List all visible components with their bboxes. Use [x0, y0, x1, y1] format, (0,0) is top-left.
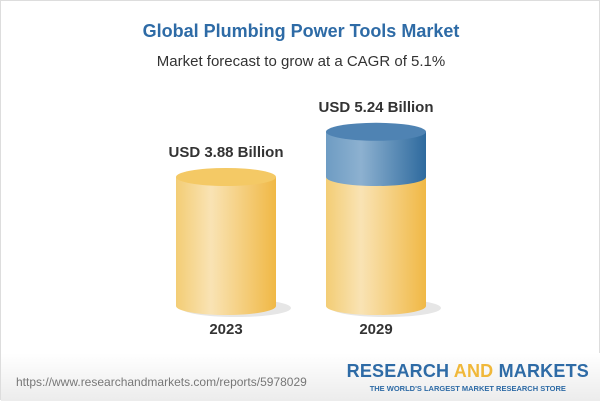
source-url[interactable]: https://www.researchandmarkets.com/repor…: [16, 375, 307, 389]
logo-text-markets: MARKETS: [493, 361, 589, 381]
logo-text: RESEARCH: [346, 361, 454, 381]
data-label: USD 3.88 Billion: [168, 144, 283, 161]
cylinder-top: [176, 168, 276, 186]
cylinder-top: [326, 122, 426, 141]
cylinder-chart: USD 3.88 Billion 2023 USD 5.24 Billion 2029: [168, 99, 441, 338]
research-and-markets-logo: RESEARCH AND MARKETS THE WORLD'S LARGEST…: [347, 361, 589, 393]
chart-title: Global Plumbing Power Tools Market: [142, 21, 460, 41]
footer: https://www.researchandmarkets.com/repor…: [1, 353, 600, 401]
cylinder-base-segment: [326, 177, 426, 315]
chart-subtitle: Market forecast to grow at a CAGR of 5.1…: [156, 53, 446, 70]
logo-text-and: AND: [453, 361, 494, 381]
data-label: USD 5.24 Billion: [318, 99, 433, 116]
cylinder-base-segment: [176, 177, 276, 315]
category-label: 2023: [209, 321, 242, 338]
logo-tagline: THE WORLD'S LARGEST MARKET RESEARCH STOR…: [369, 384, 566, 393]
category-label: 2029: [359, 321, 392, 338]
cylinder-growth-segment: [326, 131, 426, 186]
